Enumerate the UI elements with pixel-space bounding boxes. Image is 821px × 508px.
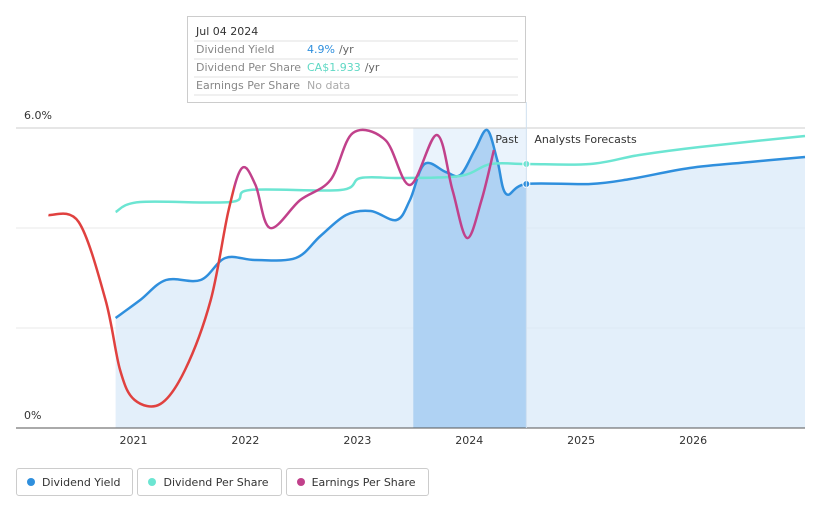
legend-swatch [27,478,35,486]
tooltip-cell: 4.9% [307,43,335,56]
x-tick-label: 2021 [120,434,148,447]
y-tick-label: 6.0% [24,109,52,122]
legend-item[interactable]: Dividend Yield [16,468,134,496]
tooltip-row: Earnings Per Share No data [196,79,350,92]
legend: Dividend Yield Dividend Per Share Earnings… [16,468,429,496]
tooltip-cell: /yr [365,61,380,74]
tooltip-cell: Dividend Per Share [196,61,301,74]
legend-label: Dividend Per Share [163,475,269,489]
legend-swatch [148,478,157,486]
x-tick-label: 2026 [679,434,707,447]
y-tick-label: 0% [24,409,41,422]
legend-label: Earnings Per Share [311,475,416,489]
tooltip-row: Dividend Per Share CA$1.933/yr [196,61,380,74]
x-tick-label: 2025 [567,434,595,447]
tooltip-cell: CA$1.933 [307,61,361,74]
legend-label: Dividend Yield [42,475,121,489]
legend-swatch [296,478,305,486]
tooltip-cell: No data [307,79,350,92]
past-label: Past [495,133,519,146]
x-tick-label: 2024 [455,434,483,447]
tooltip-cell: Earnings Per Share [196,79,300,92]
tooltip-cell: Dividend Yield [196,43,274,56]
line [114,128,806,320]
area-highlight [413,129,527,428]
line [48,128,496,408]
legend-item[interactable]: Earnings Per Share [285,468,429,496]
tooltip-date: Jul 04 2024 [195,25,258,38]
x-tick-label: 2022 [231,434,259,447]
tooltip-row: Dividend Yield 4.9% /yr [196,43,354,56]
forecast-label: Analysts Forecasts [534,133,637,146]
tooltip-cell: /yr [339,43,354,56]
legend-item[interactable]: Dividend Per Share [137,468,282,496]
x-tick-label: 2023 [343,434,371,447]
